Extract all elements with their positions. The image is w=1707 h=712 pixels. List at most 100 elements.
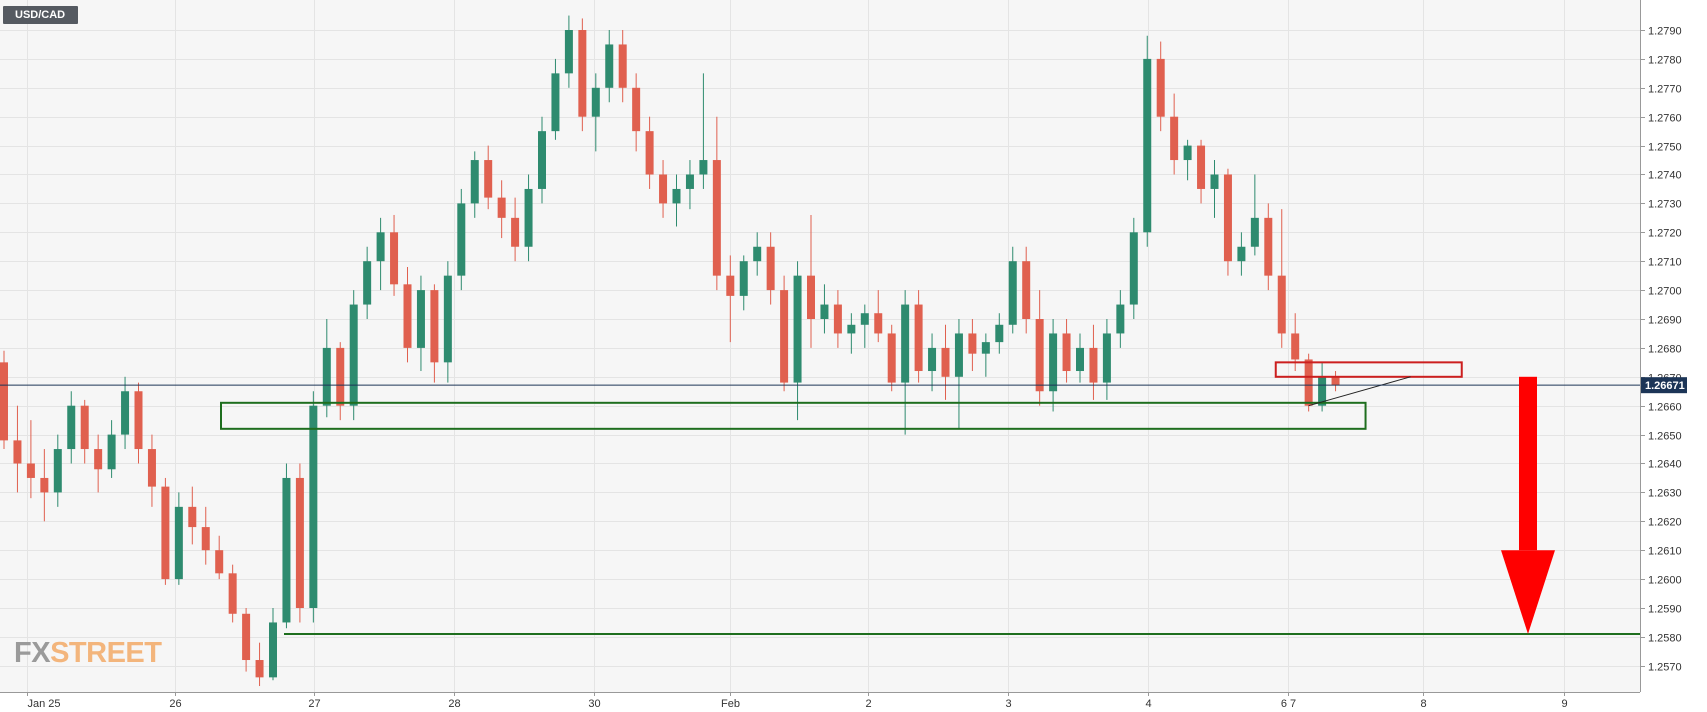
x-tick-label: 28	[448, 698, 460, 710]
candle-body	[726, 275, 735, 296]
candle-body	[632, 87, 641, 132]
candle-body	[1116, 304, 1125, 334]
candle-body	[1277, 275, 1286, 334]
candle-body	[538, 131, 546, 189]
candle-body	[80, 405, 89, 450]
candle-body	[578, 30, 587, 117]
candle	[94, 434, 103, 493]
candle	[551, 58, 560, 140]
candle-body	[1223, 174, 1232, 262]
candle	[457, 188, 466, 291]
candle	[1102, 319, 1111, 400]
candle-series	[0, 15, 1340, 687]
arrow-shaft	[1519, 376, 1537, 551]
x-tick-label: 8	[1420, 698, 1426, 710]
candle	[780, 275, 789, 392]
candle-body	[0, 362, 8, 441]
candle	[242, 608, 251, 672]
support-zone-box	[220, 401, 1367, 430]
candle-body	[1076, 347, 1084, 372]
candle	[820, 284, 829, 334]
candle-body	[591, 87, 600, 117]
candle	[1062, 319, 1071, 383]
candle	[928, 333, 937, 392]
y-tick-label: 1.2730	[1648, 199, 1682, 211]
candle	[712, 116, 721, 291]
candle	[605, 30, 614, 103]
candle	[336, 342, 345, 421]
candle	[67, 391, 76, 464]
candle	[1143, 35, 1152, 247]
candle-body	[766, 246, 775, 291]
candle	[1183, 139, 1192, 181]
y-tick-label: 1.2740	[1648, 170, 1682, 182]
candle-body	[780, 290, 789, 383]
candle-body	[1062, 333, 1071, 372]
candle-body	[295, 477, 304, 608]
arrow-head	[1501, 550, 1555, 635]
candle-body	[201, 527, 210, 551]
candle-body	[174, 506, 183, 580]
candle	[753, 232, 762, 276]
candle	[322, 319, 331, 418]
candle	[1277, 209, 1286, 348]
candle-body	[928, 347, 937, 372]
y-tick-label: 1.2570	[1648, 662, 1682, 674]
candle	[1008, 246, 1017, 334]
candle-body	[497, 197, 506, 218]
candle	[403, 266, 412, 363]
candle-body	[322, 347, 331, 406]
candle	[1264, 203, 1273, 291]
candle-body	[107, 434, 116, 470]
x-tick-label: 30	[588, 698, 600, 710]
candle	[484, 145, 493, 210]
candle-body	[901, 304, 910, 383]
candle-body	[564, 30, 573, 74]
candle	[1223, 168, 1232, 276]
candle-body	[94, 449, 103, 470]
candle-body	[511, 217, 520, 247]
candle-body	[1089, 347, 1098, 383]
candle-body	[1291, 333, 1300, 360]
candle	[887, 324, 896, 392]
candle	[981, 333, 990, 377]
candle	[40, 449, 49, 522]
candle	[1076, 333, 1084, 383]
candle-body	[860, 313, 869, 325]
candle	[470, 151, 479, 218]
candle	[1210, 160, 1219, 218]
y-tick-label: 1.2640	[1648, 459, 1682, 471]
candle	[1049, 319, 1058, 412]
current-price-label-bg	[1641, 377, 1687, 394]
x-tick-label: 6 7	[1281, 698, 1296, 710]
candle-body	[1035, 319, 1044, 392]
candle	[860, 304, 869, 348]
x-tick-label: Jan 25	[28, 698, 61, 710]
candle-body	[753, 246, 762, 262]
candle-body	[968, 333, 977, 354]
candle-body	[363, 261, 372, 305]
candle	[215, 535, 224, 580]
candle	[282, 463, 291, 629]
candle	[13, 405, 22, 493]
candle	[53, 434, 62, 507]
candle	[726, 255, 735, 343]
x-axis: Jan 25 26 27 28 30 Feb 2 3 4 6 7 8 9	[0, 692, 1640, 710]
candle-body	[457, 203, 466, 276]
candle	[1129, 217, 1138, 319]
candle-body	[659, 174, 668, 204]
y-tick-label: 1.2650	[1648, 431, 1682, 443]
y-tick-label: 1.2680	[1648, 344, 1682, 356]
candle	[376, 217, 385, 291]
x-tick-label: 4	[1145, 698, 1151, 710]
candle-body	[1183, 145, 1192, 161]
candle	[430, 284, 439, 383]
logo-fx: FX	[14, 637, 51, 669]
candle-body	[1049, 333, 1058, 392]
candle	[699, 73, 708, 189]
candle	[443, 261, 452, 383]
candle	[874, 290, 883, 343]
candle-body	[941, 347, 950, 377]
candle-body	[390, 232, 399, 285]
x-tick-label: 26	[169, 698, 181, 710]
